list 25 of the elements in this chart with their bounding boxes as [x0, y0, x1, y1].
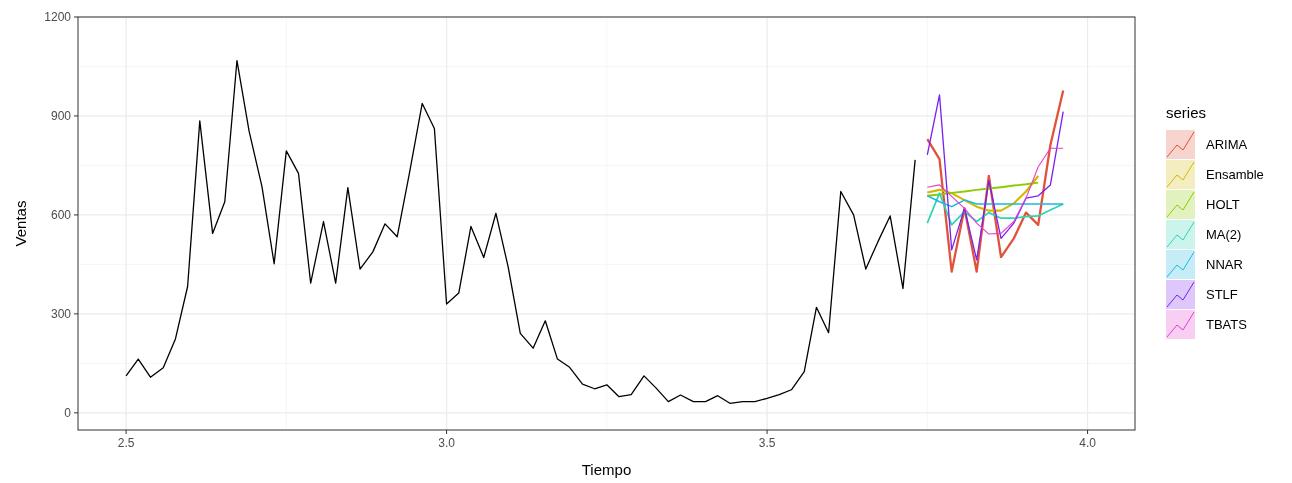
x-axis-title: Tiempo: [581, 461, 632, 478]
x-tick-label: 2.5: [117, 436, 135, 450]
y-axis-title: Ventas: [12, 200, 29, 247]
line-series: [926, 192, 1065, 226]
line-series: [926, 195, 1064, 208]
line-series: [926, 174, 1040, 212]
x-tick-label: 4.0: [1079, 436, 1097, 450]
x-tick-label: 3.5: [758, 436, 776, 450]
y-tick-label: 900: [50, 108, 72, 123]
legend-label: HOLT: [1206, 197, 1240, 212]
legend-label: TBATS: [1206, 317, 1248, 332]
legend-label: MA(2): [1206, 227, 1242, 242]
line-series: [125, 59, 916, 404]
y-tick-label: 300: [50, 306, 72, 321]
legend-label: Ensamble: [1206, 167, 1264, 182]
legend-title: series: [1166, 104, 1207, 121]
y-tick-label: 1200: [44, 10, 72, 24]
legend-label: ARIMA: [1206, 137, 1248, 152]
legend-label: STLF: [1206, 287, 1238, 302]
x-tick-label: 3.0: [438, 436, 456, 450]
line-series: [926, 147, 1064, 235]
y-tick-label: 0: [64, 405, 72, 420]
line-series: [926, 181, 1040, 197]
y-tick-label: 600: [50, 207, 72, 222]
legend-label: NNAR: [1206, 257, 1243, 272]
